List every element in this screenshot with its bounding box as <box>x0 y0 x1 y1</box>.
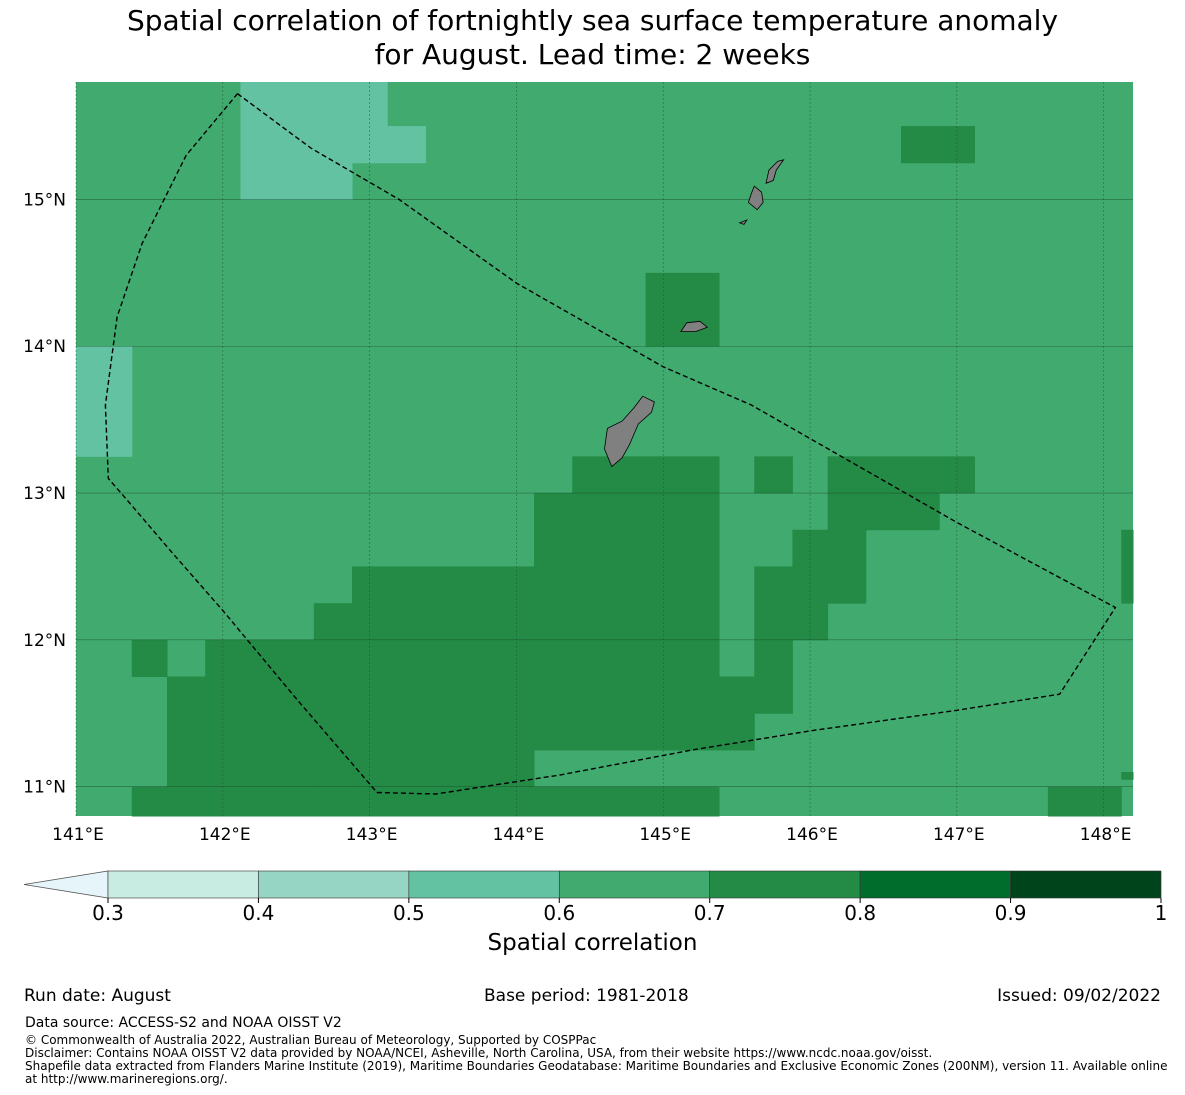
correlation-cell <box>754 456 793 494</box>
correlation-cell <box>645 272 720 347</box>
longitude-tick-label: 148°E <box>1080 825 1132 845</box>
correlation-cell <box>827 493 940 531</box>
colorbar-tick-label: 0.7 <box>694 901 726 925</box>
colorbar-bin <box>859 870 1011 899</box>
longitude-tick-label: 141°E <box>52 825 104 845</box>
shapefile-credit: Shapefile data extracted from Flanders M… <box>25 1059 1168 1086</box>
correlation-cell <box>167 676 206 788</box>
correlation-cell <box>240 82 353 200</box>
colorbar-tick-label: 1 <box>1155 901 1168 925</box>
correlation-cell <box>351 566 535 788</box>
colorbar-bin <box>107 870 259 899</box>
colorbar-bin <box>1010 870 1162 899</box>
latitude-tick-labels: 15°N 14°N 13°N 12°N 11°N <box>23 190 66 797</box>
island <box>680 320 709 333</box>
copyright: © Commonwealth of Australia 2022, Austra… <box>25 1033 597 1047</box>
correlation-cell <box>205 639 315 788</box>
longitude-tick-label: 145°E <box>639 825 691 845</box>
longitude-tick-label: 144°E <box>493 825 545 845</box>
map-figure: 141°E 142°E 143°E 144°E 145°E 146°E 147°E 148°E… <box>23 82 1168 925</box>
colorbar-tick-label: 0.5 <box>393 901 425 925</box>
correlation-cell <box>131 639 168 678</box>
colorbar-tick-label: 0.6 <box>543 901 575 925</box>
correlation-cell <box>534 493 720 751</box>
colorbar-tick-label: 0.8 <box>844 901 876 925</box>
correlation-cell <box>131 786 720 817</box>
correlation-grid <box>76 82 1134 817</box>
correlation-cell <box>1047 786 1122 817</box>
island <box>738 219 748 225</box>
colorbar-label: Spatial correlation <box>487 930 698 956</box>
island <box>604 395 655 468</box>
longitude-tick-label: 142°E <box>199 825 251 845</box>
longitude-tick-label: 143°E <box>346 825 398 845</box>
colorbar-tick-label: 0.4 <box>243 901 275 925</box>
colorbar-extend-arrow <box>23 870 109 899</box>
base-period: Base period: 1981-2018 <box>484 986 689 1006</box>
latitude-tick-label: 15°N <box>23 190 66 210</box>
latitude-tick-label: 13°N <box>23 484 66 504</box>
correlation-cell <box>827 456 975 494</box>
latitude-tick-label: 14°N <box>23 337 66 357</box>
colorbar-bin <box>558 870 711 899</box>
eez-boundary-line <box>104 93 1117 795</box>
correlation-cell <box>827 529 867 604</box>
longitude-tick-label: 146°E <box>786 825 838 845</box>
latitude-tick-label: 12°N <box>23 631 66 651</box>
correlation-cell <box>901 126 975 164</box>
land-masses <box>604 159 785 468</box>
correlation-cell <box>1121 771 1134 780</box>
correlation-cell <box>754 566 793 678</box>
latitude-tick-label: 11°N <box>23 778 66 798</box>
title-line-2: for August. Lead time: 2 weeks <box>374 38 811 71</box>
correlation-cell <box>719 676 793 714</box>
map-gridlines <box>75 82 1133 816</box>
colorbar-bin <box>408 870 560 899</box>
longitude-tick-labels: 141°E 142°E 143°E 144°E 145°E 146°E 147°E 148°E <box>52 825 1131 845</box>
correlation-cell <box>1121 529 1134 604</box>
run-date: Run date: August <box>24 986 171 1006</box>
colorbar: 0.3 0.4 0.5 0.6 0.7 0.8 0.9 1 <box>23 870 1168 925</box>
data-source: Data source: ACCESS-S2 and NOAA OISST V2 <box>25 1015 342 1031</box>
colorbar-tick-label: 0.9 <box>995 901 1027 925</box>
map-title: Spatial correlation of fortnightly sea s… <box>0 4 1185 72</box>
correlation-cell <box>167 639 206 678</box>
island <box>765 159 785 184</box>
colorbar-bin <box>258 870 410 899</box>
longitude-tick-label: 147°E <box>933 825 985 845</box>
correlation-cell <box>719 713 755 751</box>
colorbar-bin <box>709 870 861 899</box>
colorbar-tick-label: 0.3 <box>92 901 124 925</box>
island <box>747 185 764 211</box>
correlation-cell <box>76 346 133 457</box>
disclaimer: Disclaimer: Contains NOAA OISST V2 data … <box>25 1046 933 1060</box>
correlation-cell <box>387 126 426 164</box>
correlation-cell <box>792 529 829 641</box>
title-line-1: Spatial correlation of fortnightly sea s… <box>126 4 1059 37</box>
issued-date: Issued: 09/02/2022 <box>997 986 1161 1006</box>
correlation-cell <box>313 603 353 788</box>
